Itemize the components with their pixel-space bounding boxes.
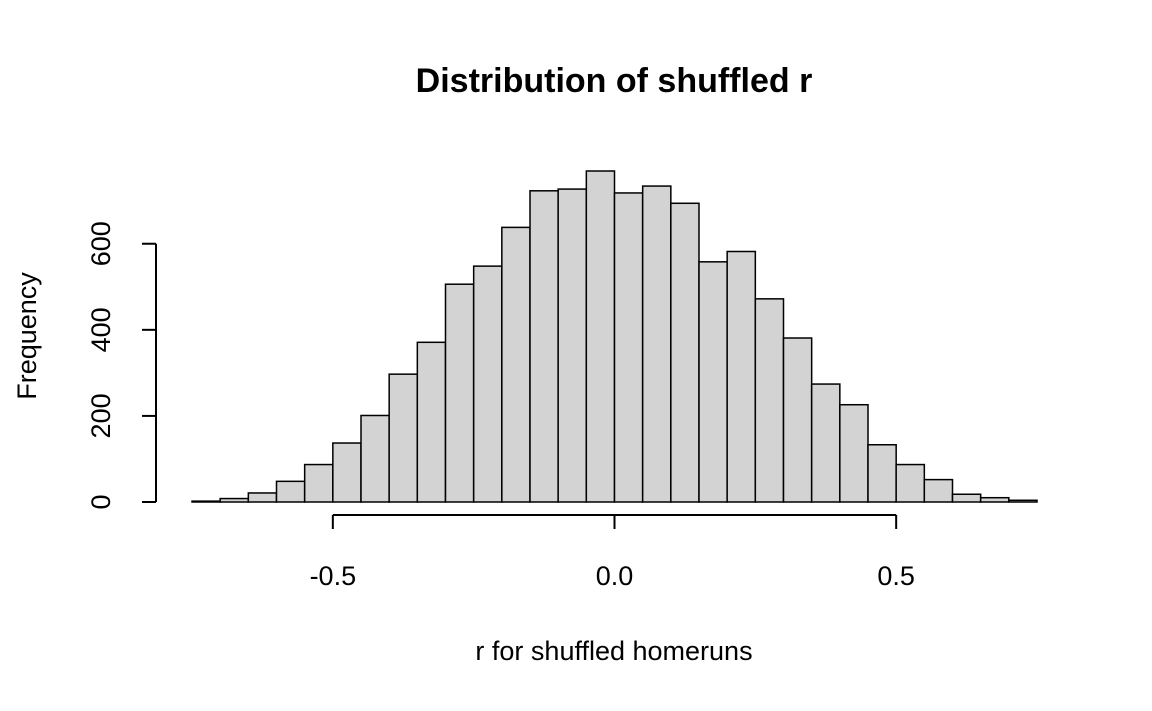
histogram-bar bbox=[1008, 499, 1038, 503]
histogram-bar bbox=[670, 202, 700, 503]
histogram-bar bbox=[951, 493, 982, 503]
histogram-bar bbox=[557, 188, 588, 503]
histogram-bar bbox=[416, 341, 447, 503]
histogram-bar bbox=[275, 480, 306, 503]
x-axis: -0.5 0.0 0.5 bbox=[310, 514, 915, 591]
histogram-bar bbox=[726, 250, 757, 503]
x-tick-label: 0.5 bbox=[877, 561, 915, 591]
histogram-bar bbox=[839, 403, 869, 503]
histogram-bar bbox=[388, 373, 419, 503]
histogram-bar bbox=[472, 265, 503, 503]
histogram-bar bbox=[810, 383, 841, 503]
histogram-bar bbox=[895, 463, 926, 503]
histogram-bar bbox=[444, 283, 475, 503]
histogram-bar bbox=[247, 492, 278, 503]
histogram-bar bbox=[360, 414, 390, 503]
y-axis: 0 200 400 600 bbox=[86, 221, 157, 510]
histogram-bar bbox=[782, 337, 813, 503]
histogram-bar bbox=[191, 500, 221, 503]
x-tick-label: -0.5 bbox=[310, 561, 357, 591]
x-axis-label: r for shuffled homeruns bbox=[475, 636, 752, 666]
histogram-bar bbox=[698, 261, 728, 503]
histogram-bar bbox=[332, 442, 362, 503]
y-tick-label: 0 bbox=[86, 494, 116, 509]
y-tick-label: 200 bbox=[86, 393, 116, 438]
histogram-bar bbox=[303, 463, 334, 503]
x-tick-label: 0.0 bbox=[596, 561, 634, 591]
y-axis-label: Frequency bbox=[12, 272, 42, 400]
histogram-bar bbox=[754, 298, 785, 503]
histogram-bar bbox=[613, 192, 644, 503]
chart-title: Distribution of shuffled r bbox=[416, 62, 813, 100]
bars-group bbox=[191, 170, 1038, 503]
histogram-bar bbox=[923, 478, 954, 503]
histogram-bar bbox=[867, 444, 897, 503]
histogram-bar bbox=[529, 190, 559, 503]
y-tick-label: 600 bbox=[86, 221, 116, 266]
histogram-bar bbox=[501, 226, 531, 503]
y-tick-label: 400 bbox=[86, 307, 116, 352]
histogram-bar bbox=[641, 185, 672, 503]
histogram-bar bbox=[979, 496, 1010, 503]
histogram-bar bbox=[585, 170, 616, 503]
histogram-bar bbox=[219, 497, 250, 503]
